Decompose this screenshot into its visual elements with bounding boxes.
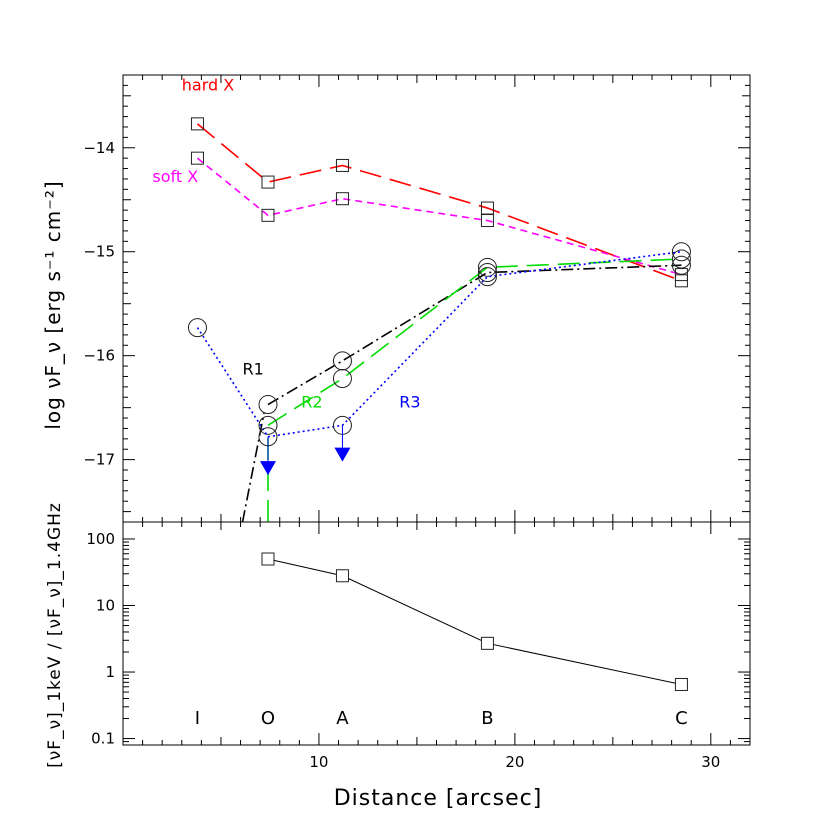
top-panel: −14 −15 −16 −17 hard X soft X R1 R2 R3 [83, 74, 751, 523]
region-label-c: C [675, 708, 688, 729]
ratio-point [335, 569, 349, 583]
ratio-line [267, 558, 682, 685]
series-hard-x-line [196, 123, 682, 282]
region-label-a: A [336, 708, 349, 729]
region-label-i: I [195, 708, 200, 729]
series-r1-line [267, 264, 682, 406]
region-label-b: B [481, 708, 493, 729]
series-soft-x-point [261, 208, 275, 222]
series-r3-point [187, 318, 207, 338]
y-tick-label: −17 [83, 451, 115, 469]
series-soft-x-point [190, 151, 204, 165]
series-label-r1: R1 [243, 359, 264, 378]
series-r2-point [671, 249, 691, 269]
series-label-r3: R3 [399, 393, 420, 412]
series-label-soft-x: soft X [152, 167, 198, 186]
bottom-plot-frame [122, 521, 751, 746]
series-r1-point [671, 255, 691, 275]
series-r1-point [477, 263, 497, 283]
x-tick-label: 20 [505, 753, 524, 771]
series-r2-point [332, 369, 352, 389]
series-r2-point [258, 415, 278, 435]
y-tick-label: 1 [105, 663, 115, 681]
x-axis-title: Distance [arcsec] [334, 786, 543, 811]
ratio-point [261, 552, 275, 566]
upper-limit-arrow [334, 447, 351, 462]
series-soft-x-point [480, 214, 494, 228]
ratio-point [480, 636, 494, 650]
y-tick-label: −15 [83, 243, 115, 261]
series-label-r2: R2 [301, 393, 322, 412]
x-tick-label: 10 [309, 753, 328, 771]
top-plot-frame [122, 74, 751, 523]
series-soft-x-point [335, 192, 349, 206]
bottom-y-axis-title: [νF_ν]_1keV / [νF_ν]_1.4GHz [45, 502, 65, 768]
series-r1-point [332, 351, 352, 371]
y-tick-label: −14 [83, 139, 115, 157]
region-label-o: O [261, 708, 275, 729]
series-soft-x-line [196, 157, 682, 276]
top-plot-area [187, 117, 691, 522]
series-r1-lead-in [241, 412, 265, 522]
series-hard-x-point [335, 158, 349, 172]
y-tick-label: 100 [86, 530, 115, 548]
series-label-hard-x: hard X [182, 76, 234, 95]
x-tick-label: 30 [701, 753, 720, 771]
y-tick-label: −16 [83, 347, 115, 365]
series-r3-line [196, 250, 682, 438]
upper-limit-arrow [259, 461, 276, 476]
series-r2-line [267, 258, 682, 427]
bottom-panel: 10 20 30 0.1 1 10 100 I O A B C [86, 521, 751, 771]
y-tick-label: 0.1 [91, 730, 115, 748]
series-hard-x-point [261, 175, 275, 189]
series-r3-point [671, 242, 691, 262]
series-r2-point [477, 257, 497, 277]
series-r3-point [477, 267, 497, 287]
series-r1-point [258, 395, 278, 415]
ratio-point [674, 677, 688, 691]
series-hard-x-point [190, 117, 204, 131]
series-soft-x-point [674, 268, 688, 282]
y-tick-label: 10 [96, 597, 115, 615]
top-y-axis-title: log νF_ν [erg s⁻¹ cm⁻²] [41, 180, 65, 429]
